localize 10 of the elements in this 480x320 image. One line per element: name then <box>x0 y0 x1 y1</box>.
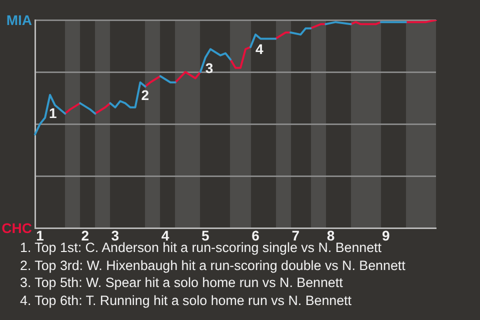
text: 3. Top 5th: W. Spear hit a solo home run vs N. Bennett <box>20 274 344 292</box>
annotation: 1 <box>49 104 57 121</box>
text: CHC <box>2 220 32 236</box>
annotation: 4 <box>256 41 264 58</box>
annotation: 2 <box>141 86 150 103</box>
text: MIA <box>6 12 32 28</box>
x-tick-label: 9 <box>382 227 390 244</box>
annotation: 3 <box>205 60 214 76</box>
text: 4. Top 6th: T. Running hit a solo home run vs N. Bennett <box>20 292 352 310</box>
text: 2. Top 3rd: W. Hixenbaugh hit a run-scoring double vs N. Bennett <box>20 256 406 274</box>
